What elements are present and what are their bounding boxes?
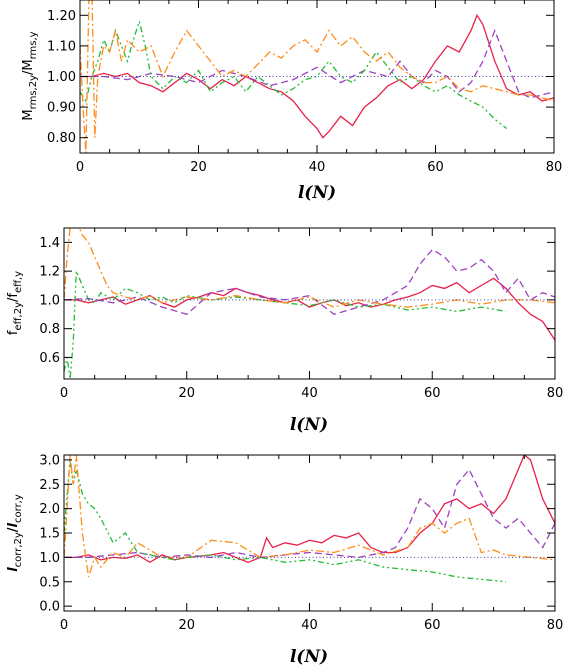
- panel-feff-ytick-label: 1.2: [39, 265, 60, 280]
- panel-mrms: 0 20 40 60 80 0.80 0.90 1.00 1.10 1.20 l(N) Mrms,…: [21, 0, 562, 203]
- panel-lcorr-ytick-label: 3.0: [39, 453, 60, 468]
- panel-lcorr-ticks: 0 20 40 60 80 0.0 0.5 1.0 1.5 2.0 2.5 3.0: [39, 453, 563, 633]
- panel-feff-xtick-label: 0: [60, 386, 68, 401]
- panel-lcorr-xlabel: l(N): [290, 647, 328, 667]
- panel-feff-xlabel: l(N): [290, 415, 328, 435]
- panel-feff-xtick-label: 40: [301, 386, 318, 401]
- panel-feff-frame: [63, 227, 556, 380]
- panel-mrms-series: [80, 0, 554, 153]
- panel-mrms-xlabel: l(N): [298, 183, 336, 203]
- panel-feff-series: [64, 228, 555, 379]
- panel-feff-ylabel: feff,2y/feff,y: [6, 271, 24, 335]
- panel-lcorr-frame: [63, 454, 556, 612]
- panel-feff-series-2: [64, 270, 507, 379]
- panel-feff-xtick-label: 80: [547, 386, 564, 401]
- panel-lcorr-xtick-label: 40: [301, 618, 318, 633]
- panel-lcorr-ytick-label: 2.5: [39, 478, 60, 493]
- panel-lcorr-series: [64, 455, 555, 583]
- panel-mrms-ticks: 0 20 40 60 80 0.80 0.90 1.00 1.10 1.20: [47, 0, 562, 175]
- panel-mrms-xtick-label: 20: [190, 160, 207, 175]
- panel-feff-xtick-label: 60: [424, 386, 441, 401]
- panel-feff-series-1: [64, 248, 555, 316]
- panel-mrms-xtick-label: 0: [76, 160, 84, 175]
- panel-lcorr-series-1: [64, 468, 555, 559]
- panel-lcorr-ytick-label: 2.0: [39, 502, 60, 517]
- panel-mrms-series-3: [80, 0, 554, 153]
- panel-mrms-xtick-label: 80: [546, 160, 563, 175]
- panel-mrms-series-2: [80, 19, 507, 130]
- panel-mrms-xtick-label: 40: [309, 160, 326, 175]
- panel-feff-ticks: 0 20 40 60 80 0.6 0.8 1.0 1.2 1.4: [39, 228, 563, 401]
- panel-lcorr-xtick-label: 0: [60, 618, 68, 633]
- panel-mrms-series-1: [80, 28, 554, 99]
- panel-feff-ytick-label: 0.8: [39, 322, 60, 337]
- panel-feff-series-3: [64, 228, 555, 308]
- panel-feff: 0 20 40 60 80 0.6 0.8 1.0 1.2 1.4 l(N) feff,2y/fe…: [6, 227, 563, 435]
- panel-lcorr-series-0: [64, 455, 555, 564]
- panel-lcorr-series-2: [64, 459, 506, 583]
- panel-lcorr: 0 20 40 60 80 0.0 0.5 1.0 1.5 2.0 2.5 3.0 l(N) lcor…: [6, 453, 563, 667]
- panel-feff-ytick-label: 0.6: [39, 351, 60, 366]
- panel-mrms-ylabel: Mrms,2y/Mrms,y: [21, 31, 39, 120]
- panel-lcorr-ytick-label: 1.5: [39, 527, 60, 542]
- panel-lcorr-ytick-label: 0.0: [39, 600, 60, 615]
- panel-mrms-ytick-label: 1.00: [47, 70, 76, 85]
- panel-lcorr-ylabel: lcorr,2y/lcorr,y: [6, 494, 24, 572]
- panel-mrms-series-0: [80, 13, 554, 139]
- panel-mrms-ytick-label: 0.80: [47, 131, 76, 146]
- panel-mrms-xtick-label: 60: [427, 160, 444, 175]
- panel-feff-ytick-label: 1.4: [39, 236, 60, 251]
- panel-lcorr-xtick-label: 80: [547, 618, 564, 633]
- panel-mrms-ytick-label: 1.10: [47, 39, 76, 54]
- panel-lcorr-ytick-label: 1.0: [39, 551, 60, 566]
- panel-lcorr-xtick-label: 60: [424, 618, 441, 633]
- panel-lcorr-ytick-label: 0.5: [39, 575, 60, 590]
- panel-lcorr-xtick-label: 20: [178, 618, 195, 633]
- panel-feff-series-0: [64, 277, 555, 341]
- panel-feff-ytick-label: 1.0: [39, 293, 60, 308]
- panel-feff-xtick-label: 20: [178, 386, 195, 401]
- panel-mrms-ytick-label: 1.20: [47, 9, 76, 24]
- panel-lcorr-series-3: [64, 455, 555, 578]
- panel-mrms-ytick-label: 0.90: [47, 101, 76, 116]
